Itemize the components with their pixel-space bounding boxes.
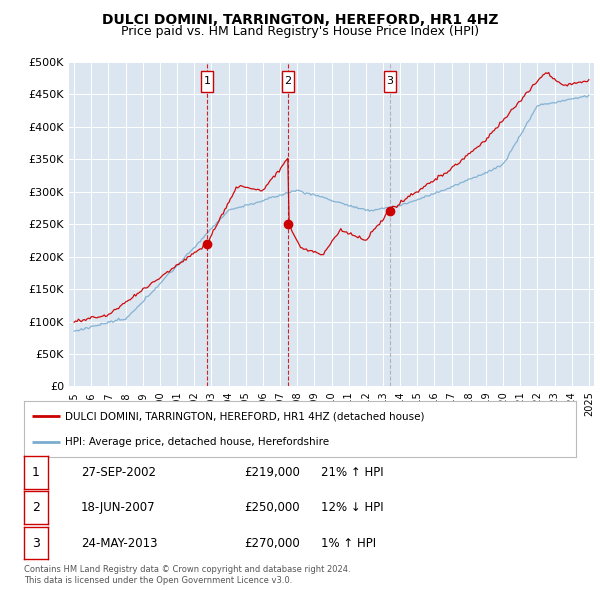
FancyBboxPatch shape bbox=[282, 71, 294, 92]
Text: 2: 2 bbox=[284, 77, 292, 86]
FancyBboxPatch shape bbox=[383, 71, 395, 92]
Text: DULCI DOMINI, TARRINGTON, HEREFORD, HR1 4HZ: DULCI DOMINI, TARRINGTON, HEREFORD, HR1 … bbox=[102, 13, 498, 27]
Text: 12% ↓ HPI: 12% ↓ HPI bbox=[321, 501, 383, 514]
Text: 1: 1 bbox=[203, 77, 211, 86]
Text: 1: 1 bbox=[32, 466, 40, 479]
Text: 3: 3 bbox=[32, 536, 40, 550]
FancyBboxPatch shape bbox=[201, 71, 213, 92]
Text: 21% ↑ HPI: 21% ↑ HPI bbox=[321, 466, 383, 479]
Text: 24-MAY-2013: 24-MAY-2013 bbox=[81, 536, 157, 550]
Text: 3: 3 bbox=[386, 77, 393, 86]
Text: Price paid vs. HM Land Registry's House Price Index (HPI): Price paid vs. HM Land Registry's House … bbox=[121, 25, 479, 38]
Text: £270,000: £270,000 bbox=[244, 536, 300, 550]
Text: HPI: Average price, detached house, Herefordshire: HPI: Average price, detached house, Here… bbox=[65, 437, 329, 447]
Text: £219,000: £219,000 bbox=[244, 466, 300, 479]
Text: £250,000: £250,000 bbox=[244, 501, 300, 514]
Text: DULCI DOMINI, TARRINGTON, HEREFORD, HR1 4HZ (detached house): DULCI DOMINI, TARRINGTON, HEREFORD, HR1 … bbox=[65, 411, 425, 421]
Text: 1% ↑ HPI: 1% ↑ HPI bbox=[321, 536, 376, 550]
Text: Contains HM Land Registry data © Crown copyright and database right 2024.
This d: Contains HM Land Registry data © Crown c… bbox=[24, 565, 350, 585]
Text: 18-JUN-2007: 18-JUN-2007 bbox=[81, 501, 155, 514]
Text: 27-SEP-2002: 27-SEP-2002 bbox=[81, 466, 156, 479]
Text: 2: 2 bbox=[32, 501, 40, 514]
